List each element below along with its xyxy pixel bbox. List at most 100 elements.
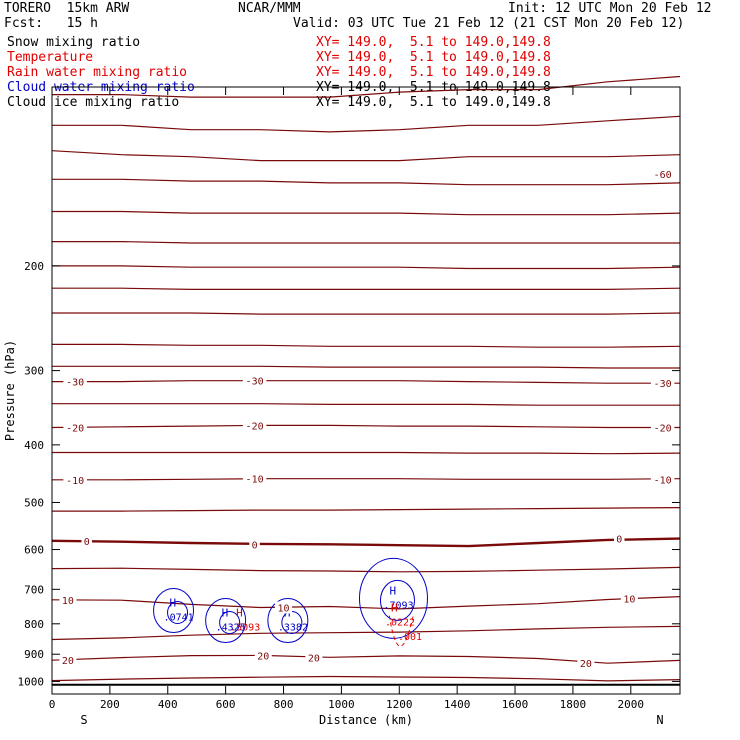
- cloud-water-contour: [219, 611, 241, 635]
- rain-water-contour: [388, 615, 414, 647]
- organization: NCAR/MMM: [238, 1, 301, 16]
- isotherm-label-bg: [63, 375, 87, 388]
- isotherm-label-bg: [305, 651, 323, 664]
- isotherm-line: [52, 507, 681, 512]
- y-tick-label: 900: [24, 648, 44, 661]
- isotherm-label: -20: [66, 424, 84, 435]
- isotherm-line: [51, 424, 680, 429]
- x-tick-label: 1000: [328, 698, 355, 711]
- isotherm-line: [52, 210, 681, 216]
- isotherm-label: 20: [580, 659, 592, 670]
- isotherm-line: [52, 75, 681, 98]
- cloud-water-contour: [167, 601, 189, 625]
- isotherm-label: -20: [246, 421, 264, 432]
- y-tick-label: 200: [24, 260, 44, 273]
- isotherm-label-bg: [63, 473, 87, 486]
- isotherm-label-bg: [275, 601, 293, 614]
- isotherm-label: -30: [654, 379, 672, 390]
- y-tick-label: 1000: [18, 675, 45, 688]
- isotherm-label-bg: [242, 419, 267, 432]
- cloud-water-contour: [379, 579, 415, 621]
- x-tick-label: 2000: [618, 698, 645, 711]
- x-axis-title: Distance (km): [319, 713, 413, 727]
- isotherm-label-bg: [650, 473, 675, 486]
- rain-max-label: H: [391, 602, 398, 615]
- isotherm-line: [52, 312, 681, 315]
- isotherm-line: [52, 265, 681, 270]
- isotherm-label: 10: [277, 603, 289, 614]
- isotherm-label: -10: [66, 476, 84, 487]
- isotherm-label-bg: [249, 538, 260, 551]
- isotherm-label-bg: [650, 377, 675, 390]
- isotherm-label: -10: [654, 475, 672, 486]
- y-tick-label: 700: [24, 583, 44, 596]
- field-xy-temperature: XY= 149.0, 5.1 to 149.0,149.8: [316, 50, 551, 65]
- isotherm-line: [52, 403, 680, 406]
- north-label: N: [656, 713, 663, 727]
- rain-water-contours: H .5093 H .0222 .001: [230, 602, 422, 647]
- field-name-snow: Snow mixing ratio: [7, 35, 141, 50]
- isotherm-line: [52, 343, 681, 348]
- x-tick-label: 1800: [560, 698, 587, 711]
- cloud-water-max-label: H: [222, 607, 229, 620]
- contour-labels: -60 -30 -30 -30 -20 -20 -20 -10 -10 -10 0 0 0 10 10 10 2…: [59, 167, 675, 670]
- isotherm-label: -30: [246, 377, 264, 388]
- isotherm-label: -30: [66, 378, 84, 389]
- isotherm-label: -10: [246, 475, 264, 486]
- y-axis-title: Pressure (hPa): [3, 340, 17, 441]
- isotherm-label: -60: [654, 170, 672, 181]
- cloud-water-max-value: .3382: [278, 623, 308, 634]
- isotherm-line: [52, 478, 681, 481]
- x-tick-label: 800: [274, 698, 294, 711]
- model-name: TORERO 15km ARW: [4, 1, 130, 16]
- isotherm-label-bg: [577, 657, 595, 670]
- x-tick-label: 1200: [386, 698, 413, 711]
- isotherm-label-bg: [63, 421, 87, 434]
- isotherm-line: [51, 566, 681, 573]
- field-xy-first: XY= 149.0, 5.1 to 149.0,149.8: [316, 35, 551, 50]
- isotherm-label: -20: [654, 424, 672, 435]
- isotherm-label-bg: [254, 649, 272, 662]
- isotherm-line: [51, 675, 681, 682]
- cloud-water-contour: [153, 588, 195, 634]
- field-xy-cloud-ice: XY= 149.0, 5.1 to 149.0,149.8: [316, 95, 551, 110]
- isotherm-line: [51, 150, 681, 162]
- isotherm-label: 20: [308, 653, 320, 664]
- x-tick-label: 0: [49, 698, 56, 711]
- field-name-rain: Rain water mixing ratio: [7, 65, 188, 80]
- isotherm-label-bg: [242, 374, 267, 387]
- isotherm-line: [51, 625, 681, 641]
- isotherm-label: 0: [84, 537, 90, 548]
- rain-max-label: H: [236, 607, 243, 620]
- isotherm-label: 20: [257, 651, 269, 662]
- x-tick-label: 1400: [444, 698, 471, 711]
- y-tick-label: 600: [24, 544, 44, 557]
- field-xy-rain: XY= 149.0, 5.1 to 149.0,149.8: [316, 65, 551, 80]
- x-tick-label: 600: [216, 698, 236, 711]
- rain-max-value: .001: [398, 632, 422, 643]
- cloud-water-contour: [358, 557, 428, 639]
- cloud-water-max-label: H: [170, 597, 177, 610]
- isotherm-label-bg: [59, 594, 77, 607]
- valid-time: Valid: 03 UTC Tue 21 Feb 12 (21 CST Mon …: [293, 16, 685, 31]
- cloud-water-contour: [267, 598, 309, 644]
- isotherm-label: 20: [62, 656, 74, 667]
- x-tick-label: 400: [158, 698, 178, 711]
- y-tick-label: 500: [24, 496, 44, 509]
- isotherm-label-bg: [613, 532, 625, 545]
- isotherm-label-bg: [81, 534, 92, 547]
- cloud-water-max-value: .7093: [383, 600, 413, 611]
- y-tick-label: 800: [24, 618, 44, 631]
- isotherm-line: [51, 596, 681, 610]
- isotherm-line: [52, 178, 681, 186]
- isotherm-label: 0: [616, 535, 622, 546]
- isotherm-line: [52, 241, 680, 244]
- south-label: S: [80, 713, 87, 727]
- isotherm-label-bg: [242, 472, 267, 485]
- x-tick-label: 1600: [502, 698, 529, 711]
- isotherm-line: [52, 287, 681, 290]
- isotherm-label-bg: [620, 592, 638, 605]
- plot-frame: [51, 86, 681, 695]
- rain-max-value: .0222: [385, 618, 415, 629]
